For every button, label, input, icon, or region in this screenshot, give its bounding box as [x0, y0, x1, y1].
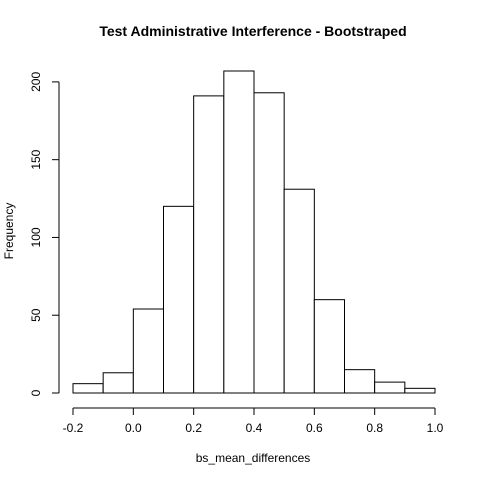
y-tick-label-4: 200	[29, 72, 43, 92]
y-axis-label: Frequency	[2, 203, 16, 260]
histogram-bar-9	[344, 369, 376, 394]
histogram-bar-6	[253, 92, 285, 394]
y-tick-label-0: 0	[29, 389, 43, 396]
chart-title: Test Administrative Interference - Boots…	[99, 23, 406, 39]
histogram-bar-5	[223, 70, 255, 394]
y-tick-label-3: 150	[29, 149, 43, 169]
histogram-bar-11	[404, 387, 436, 394]
y-axis: 0 50 100 150 200	[29, 72, 60, 396]
histogram-bar-2	[132, 308, 164, 394]
x-axis: -0.2 0.0 0.2 0.4 0.6 0.8 1.0	[63, 407, 444, 435]
x-tick-label-2: 0.2	[185, 421, 202, 435]
x-tick-label-0: -0.2	[63, 421, 84, 435]
y-tick-label-2: 100	[29, 227, 43, 247]
x-tick-label-6: 1.0	[427, 421, 444, 435]
x-tick-label-3: 0.4	[246, 421, 263, 435]
histogram-bar-4	[193, 95, 225, 394]
x-tick-label-5: 0.8	[366, 421, 383, 435]
x-tick-label-1: 0.0	[125, 421, 142, 435]
histogram-bar-1	[102, 372, 134, 394]
histogram-bar-10	[374, 381, 406, 394]
histogram-bar-7	[283, 188, 315, 394]
histogram-bar-0	[72, 383, 104, 394]
x-tick-label-4: 0.6	[306, 421, 323, 435]
y-tick-label-1: 50	[29, 308, 43, 322]
histogram-bar-8	[313, 299, 346, 394]
bars-group	[72, 70, 436, 394]
histogram-bar-3	[163, 205, 195, 394]
x-axis-label: bs_mean_differences	[196, 451, 311, 465]
